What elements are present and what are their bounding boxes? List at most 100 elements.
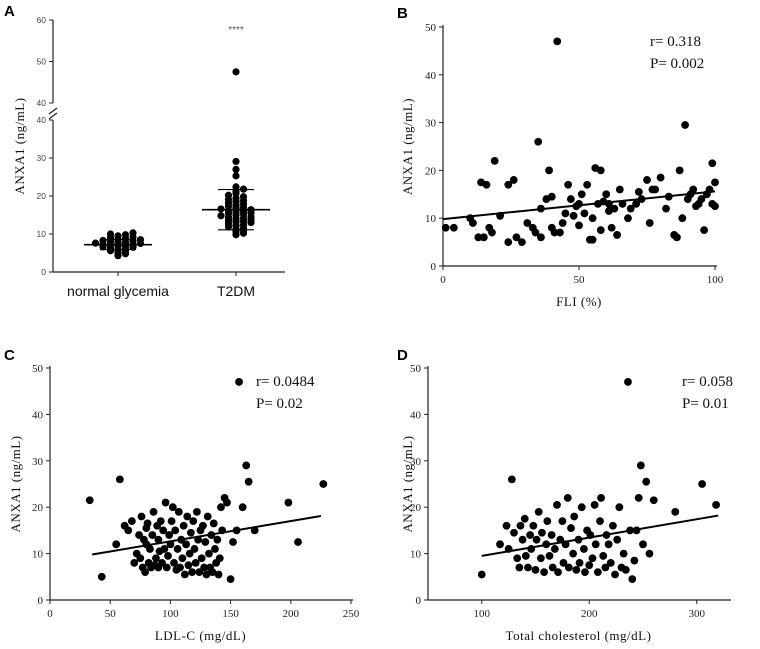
data-point <box>168 503 177 512</box>
data-point <box>250 526 259 535</box>
data-point <box>121 231 130 239</box>
data-point <box>521 552 530 560</box>
data-point <box>588 235 597 244</box>
data-point <box>232 526 241 535</box>
y-tick-label: 40 <box>37 115 47 125</box>
data-point <box>167 517 176 526</box>
data-point <box>572 565 581 574</box>
data-point <box>585 561 594 570</box>
data-point <box>183 512 192 521</box>
data-point <box>711 178 719 187</box>
data-point <box>294 538 302 546</box>
data-point <box>621 565 630 574</box>
y-axis-label: ANXA1 (ng/mL) <box>400 435 415 532</box>
data-point <box>645 219 654 227</box>
data-point <box>208 568 217 577</box>
data-point <box>504 180 513 189</box>
panel-b-scatter: 0 10 20 30 40 50 0 50 100 FLI (%) ANXA1 (ng/mL) r= … <box>400 22 724 309</box>
data-point <box>554 568 562 577</box>
data-point <box>561 540 570 549</box>
data-point <box>513 554 522 563</box>
data-point <box>645 549 654 558</box>
data-point <box>569 211 578 220</box>
data-point <box>524 563 532 572</box>
data-point <box>681 121 689 129</box>
data-point <box>610 204 619 213</box>
significance-marker: **** <box>228 25 244 36</box>
data-point <box>85 496 94 505</box>
data-point <box>651 185 660 194</box>
data-point <box>624 214 632 223</box>
data-point <box>213 535 222 544</box>
data-point <box>479 233 488 242</box>
data-point <box>550 228 559 237</box>
data-point <box>577 190 586 199</box>
data-point <box>575 221 583 230</box>
x-tick-label: 50 <box>574 274 586 286</box>
data-point <box>558 219 567 227</box>
data-point <box>607 223 616 232</box>
panel-letter-a: A <box>4 3 15 20</box>
data-point <box>226 575 235 584</box>
data-point <box>148 531 157 539</box>
data-point <box>556 228 564 237</box>
data-point <box>609 521 617 530</box>
data-point <box>177 535 186 544</box>
data-point <box>127 517 136 526</box>
data-point <box>520 514 529 523</box>
y-axis-label: ANXA1 (ng/mL) <box>12 97 27 194</box>
data-point <box>161 498 170 507</box>
data-point <box>547 531 556 539</box>
data-point <box>697 195 706 203</box>
data-point <box>232 157 240 166</box>
data-point <box>99 236 107 245</box>
data-point <box>642 477 651 486</box>
data-point <box>593 568 602 577</box>
data-point <box>194 535 202 544</box>
data-point <box>186 528 195 537</box>
data-point <box>178 554 187 563</box>
data-point <box>563 494 572 502</box>
y-axis-label: ANXA1 (ng/mL) <box>8 435 23 532</box>
panel-letter-d: D <box>397 347 408 364</box>
data-point <box>173 545 182 553</box>
x-tick-label: 200 <box>581 608 598 620</box>
data-point <box>504 545 513 553</box>
data-point <box>636 461 645 470</box>
data-point <box>630 556 639 565</box>
y-tick-label: 0 <box>41 267 46 277</box>
data-point <box>540 568 548 577</box>
data-point <box>200 563 209 572</box>
data-point <box>184 561 193 570</box>
data-point <box>114 232 122 240</box>
data-point <box>548 563 557 572</box>
data-point <box>91 239 100 247</box>
data-point <box>698 480 707 488</box>
x-axis-label: Total cholesterol (mg/dL) <box>506 628 652 643</box>
data-point <box>536 554 545 563</box>
data-point <box>164 552 172 560</box>
x-tick-label: 200 <box>283 608 300 620</box>
y-tick-label: 40 <box>425 70 437 82</box>
data-point <box>242 461 251 470</box>
y-tick-label: 40 <box>37 98 47 108</box>
data-point <box>191 558 200 567</box>
data-point <box>664 192 673 201</box>
y-tick-label: 30 <box>37 153 47 163</box>
x-tick-label: 100 <box>707 274 724 286</box>
data-point <box>496 540 504 549</box>
category-label: T2DM <box>217 283 255 299</box>
data-point <box>596 166 605 175</box>
data-point <box>596 226 605 235</box>
data-point <box>115 475 124 484</box>
data-point <box>618 199 627 208</box>
data-point <box>135 531 143 539</box>
data-point <box>586 531 595 539</box>
y-tick-label: 10 <box>425 213 437 225</box>
x-tick-label: 0 <box>47 608 53 620</box>
panel-c-scatter: 0 10 20 30 40 50 0 50 100 150 200 250 LDL-C (mg/dL) A… <box>8 363 360 643</box>
y-tick-label: 50 <box>32 363 44 375</box>
data-point <box>566 195 575 203</box>
data-point <box>611 570 619 579</box>
